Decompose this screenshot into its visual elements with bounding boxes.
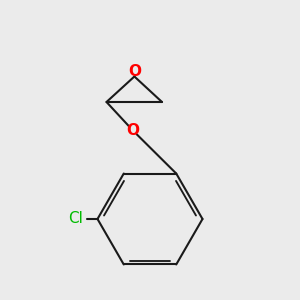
Text: O: O xyxy=(128,64,141,79)
Text: Cl: Cl xyxy=(68,211,83,226)
Text: O: O xyxy=(126,123,140,138)
